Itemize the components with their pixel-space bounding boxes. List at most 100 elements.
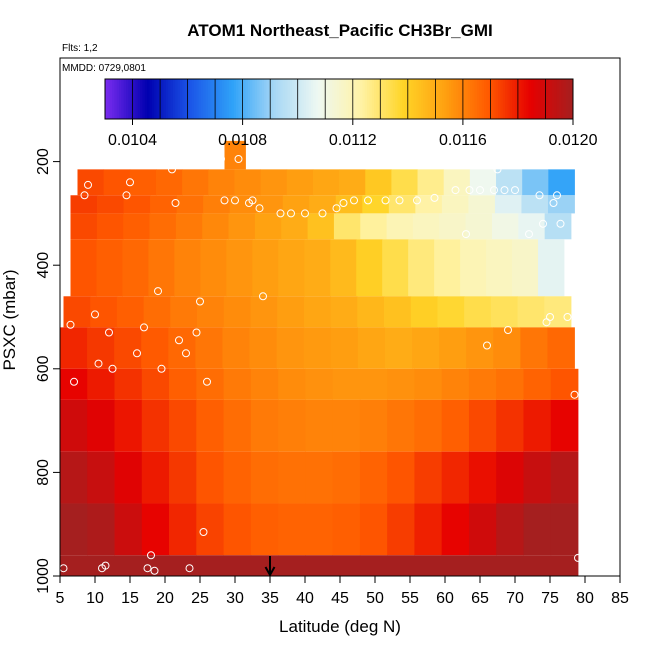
y-tick-label: 600: [35, 355, 52, 382]
colorbar-segment: [343, 79, 347, 119]
observation-point: [133, 349, 141, 358]
heatmap-cell: [464, 296, 492, 328]
colorbar-segment: [207, 79, 211, 119]
observation-point: [248, 196, 257, 205]
colorbar-segment: [313, 79, 317, 119]
y-tick-label: 1000: [35, 558, 52, 594]
colorbar-segment: [210, 79, 214, 119]
colorbar-segment: [303, 79, 307, 119]
heatmap-cell: [196, 368, 224, 400]
heatmap-cell: [307, 213, 335, 240]
x-tick-label: 45: [331, 590, 349, 607]
colorbar-segment: [474, 79, 478, 119]
colorbar-segment: [149, 79, 153, 119]
heatmap-cell: [548, 169, 575, 196]
colorbar-segment: [547, 79, 551, 119]
observation-point: [525, 230, 533, 239]
colorbar-segment: [397, 79, 401, 119]
heatmap-cell: [223, 368, 252, 400]
heatmap-cell: [148, 239, 175, 297]
heatmap-cell: [360, 213, 387, 240]
heatmap-cell: [155, 169, 183, 196]
observation-point: [175, 336, 183, 345]
colorbar-segment: [544, 79, 548, 119]
x-tick-label: 70: [506, 590, 524, 607]
colorbar-segment: [329, 79, 333, 119]
heatmap-cell: [357, 327, 386, 369]
colorbar-segment: [119, 79, 122, 119]
colorbar-segment: [144, 79, 148, 119]
observation-point: [301, 209, 309, 218]
heatmap-cell: [460, 239, 487, 297]
heatmap-cell: [332, 399, 361, 452]
colorbar-segment: [427, 79, 431, 119]
colorbar-segment: [523, 79, 527, 119]
x-tick-label: 35: [261, 590, 279, 607]
observation-point: [493, 165, 502, 174]
colorbar-segment: [137, 79, 141, 119]
heatmap-cell: [523, 399, 552, 452]
heatmap-cell: [234, 169, 262, 196]
heatmap-cell: [249, 327, 278, 369]
heatmap-cell: [129, 169, 157, 196]
heatmap-cell: [523, 368, 552, 400]
colorbar-segment: [512, 79, 515, 119]
colorbar-segment: [121, 79, 125, 119]
observation-point: [70, 377, 78, 386]
heatmap-cell: [60, 451, 88, 504]
heatmap-cell: [408, 239, 435, 297]
heatmap-cell: [520, 327, 548, 369]
heatmap-cell: [332, 451, 361, 504]
colorbar-segment: [310, 79, 314, 119]
observation-point: [504, 326, 512, 334]
x-tick-label: 60: [436, 590, 454, 607]
colorbar-segment: [563, 79, 567, 119]
colorbar-segment: [446, 79, 450, 119]
heatmap-cell: [441, 451, 470, 504]
y-tick-label: 400: [35, 252, 52, 279]
heatmap-cell: [517, 296, 545, 328]
heatmap-cell: [254, 213, 282, 240]
observation-point: [483, 341, 491, 350]
x-tick-label: 80: [576, 590, 594, 607]
observation-point: [185, 564, 194, 573]
observation-point: [91, 310, 99, 319]
heatmap-cell: [410, 296, 438, 328]
heatmap-cell: [357, 296, 385, 328]
colorbar-segment: [205, 79, 209, 119]
colorbar-segment: [238, 79, 242, 119]
heatmap-cell: [150, 195, 178, 214]
observation-point: [553, 191, 561, 200]
colorbar-segment: [198, 79, 202, 119]
heatmap-cell: [170, 296, 198, 328]
heatmap-cell: [169, 399, 197, 452]
heatmap-cell: [141, 368, 170, 400]
heatmap-cell: [114, 503, 143, 556]
observation-point: [154, 287, 162, 296]
colorbar-tick-label: 0.0120: [549, 132, 598, 149]
observation-point: [476, 186, 484, 195]
colorbar-segment: [570, 79, 574, 119]
heatmap-cell: [523, 451, 552, 504]
colorbar-segment: [315, 79, 319, 119]
heatmap-cell: [222, 327, 250, 369]
colorbar-segment: [334, 79, 338, 119]
colorbar-segment: [458, 79, 462, 119]
colorbar-tick-label: 0.0116: [439, 132, 487, 149]
heatmap-cell: [196, 399, 224, 452]
colorbar-segment: [385, 79, 389, 119]
colorbar-tick-label: 0.0108: [218, 132, 267, 149]
colorbar-segment: [264, 79, 267, 119]
heatmap-cell: [87, 503, 115, 556]
heatmap-cell: [309, 195, 337, 214]
colorbar-segment: [341, 79, 345, 119]
heatmap-cell: [223, 451, 252, 504]
x-tick-label: 85: [611, 590, 629, 607]
date-note: MMDD: 0729,0801: [62, 63, 146, 74]
observation-point: [430, 193, 439, 202]
heatmap-cell: [281, 213, 308, 240]
observation-point: [381, 196, 390, 205]
x-tick-label: 10: [86, 590, 104, 607]
colorbar-segment: [470, 79, 473, 119]
colorbar-segment: [294, 79, 298, 119]
